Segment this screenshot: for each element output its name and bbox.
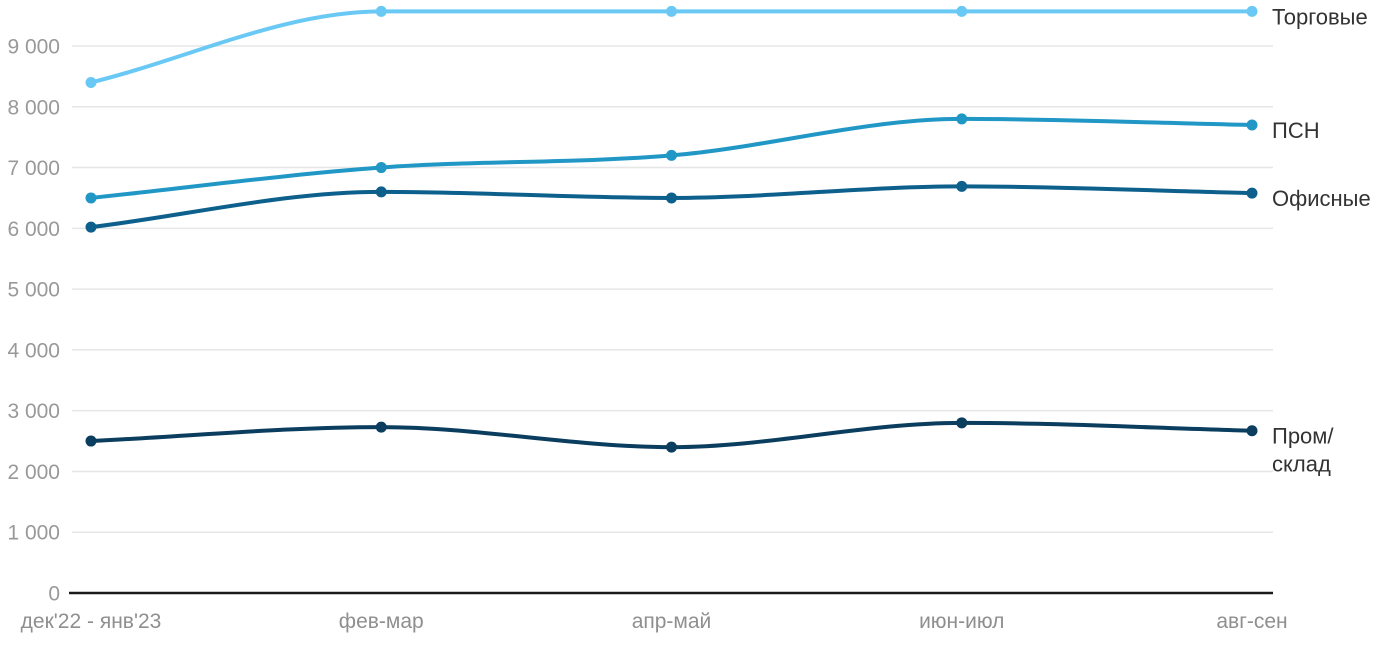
data-point-industrial-warehouse bbox=[375, 421, 387, 433]
x-axis-tick-label: фев-мар bbox=[339, 610, 424, 633]
x-axis-tick-label: апр-май bbox=[632, 610, 712, 633]
series-label-retail: Торговые bbox=[1272, 4, 1368, 29]
series-label-office: Офисные bbox=[1272, 186, 1371, 211]
y-axis-tick-label: 0 bbox=[48, 583, 60, 606]
data-point-psn bbox=[85, 192, 97, 204]
data-point-industrial-warehouse bbox=[85, 435, 97, 447]
y-axis-tick-label: 2 000 bbox=[7, 461, 60, 484]
data-point-retail bbox=[375, 5, 387, 17]
y-axis-tick-label: 3 000 bbox=[7, 400, 60, 423]
data-point-psn bbox=[1246, 119, 1258, 131]
data-point-retail bbox=[1246, 5, 1258, 17]
data-point-psn bbox=[375, 162, 387, 174]
y-axis-tick-label: 1 000 bbox=[7, 522, 60, 545]
data-point-retail bbox=[85, 76, 97, 88]
y-axis-tick-label: 7 000 bbox=[7, 157, 60, 180]
data-point-office bbox=[85, 221, 97, 233]
series-label-psn: ПСН bbox=[1272, 118, 1320, 143]
y-axis-tick-label: 5 000 bbox=[7, 279, 60, 302]
x-axis-tick-label: июн-июл bbox=[919, 610, 1004, 633]
y-axis-tick-label: 6 000 bbox=[7, 218, 60, 241]
data-point-retail bbox=[666, 5, 677, 17]
series-label-industrial-warehouse: Пром/склад bbox=[1272, 424, 1334, 477]
x-axis-tick-label: авг-сен bbox=[1216, 610, 1287, 633]
data-point-office bbox=[1246, 187, 1258, 199]
data-point-office bbox=[666, 192, 677, 204]
data-point-industrial-warehouse bbox=[1246, 425, 1258, 437]
y-axis-tick-label: 4 000 bbox=[7, 339, 60, 362]
y-axis-tick-label: 8 000 bbox=[7, 96, 60, 119]
data-point-psn bbox=[956, 113, 968, 125]
series-line-retail bbox=[89, 9, 1254, 85]
data-point-psn bbox=[666, 149, 677, 161]
data-point-industrial-warehouse bbox=[666, 441, 677, 453]
data-point-office bbox=[375, 186, 387, 198]
data-point-industrial-warehouse bbox=[956, 417, 968, 429]
data-point-office bbox=[956, 180, 968, 192]
data-point-retail bbox=[956, 5, 968, 17]
y-axis-tick-label: 9 000 bbox=[7, 36, 60, 59]
x-axis-tick-label: дек'22 - янв'23 bbox=[21, 610, 162, 633]
